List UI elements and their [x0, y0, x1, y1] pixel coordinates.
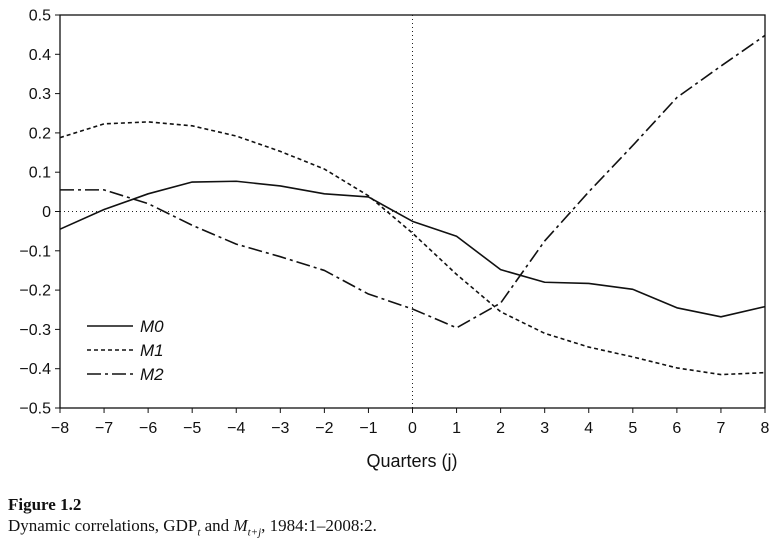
y-tick-label: 0.2 — [29, 125, 51, 142]
y-tick-label: −0.4 — [19, 361, 51, 378]
x-tick-label: −5 — [183, 420, 201, 437]
x-tick-label: −6 — [139, 420, 157, 437]
y-tick-label: −0.2 — [19, 283, 51, 300]
reference-lines — [60, 15, 765, 408]
x-axis-title: Quarters (j) — [366, 451, 457, 471]
x-tick-label: 6 — [672, 420, 681, 437]
y-tick-label: 0.4 — [29, 47, 51, 64]
legend-label-m2: M2 — [140, 365, 164, 384]
caption-text-after: , 1984:1–2008:2. — [261, 516, 377, 535]
y-tick-label: 0.1 — [29, 165, 51, 182]
caption-and: and — [200, 516, 234, 535]
series-line-m1 — [59, 121, 766, 376]
caption-text-before: Dynamic correlations, GDP — [8, 516, 198, 535]
x-tick-label: 2 — [496, 420, 505, 437]
x-tick-label: 5 — [628, 420, 637, 437]
series-line-m2 — [60, 34, 766, 329]
y-axis: −0.5 −0.4 −0.3 −0.2 −0.1 0 0.1 0.2 0.3 0.4 0.5 — [19, 8, 60, 418]
y-tick-label: −0.1 — [19, 243, 51, 260]
caption-gdp-subscript: t — [197, 526, 201, 539]
legend-label-m0: M0 — [140, 317, 164, 336]
x-tick-label: −1 — [359, 420, 377, 437]
y-tick-label: 0.3 — [29, 86, 51, 103]
y-tick-label: 0 — [42, 204, 51, 221]
x-tick-label: −8 — [51, 420, 69, 437]
x-tick-label: 0 — [408, 420, 417, 437]
x-tick-label: 8 — [761, 420, 770, 437]
x-tick-label: −2 — [315, 420, 333, 437]
x-tick-label: −4 — [227, 420, 245, 437]
x-tick-label: −3 — [271, 420, 289, 437]
series-lines — [59, 34, 766, 376]
series-line-m0 — [59, 180, 766, 318]
y-tick-label: −0.5 — [19, 401, 51, 418]
x-tick-label: 1 — [452, 420, 461, 437]
y-tick-label: 0.5 — [29, 8, 51, 25]
x-axis: −8 −7 −6 −5 −4 −3 −2 −1 0 1 2 3 4 5 6 7 8 — [51, 408, 770, 437]
caption-m-letter: M — [233, 516, 248, 535]
figure-caption-text: Dynamic correlations, GDPt and Mt+j, 198… — [8, 515, 773, 543]
x-tick-label: 7 — [716, 420, 725, 437]
x-tick-label: 4 — [584, 420, 593, 437]
x-tick-label: 3 — [540, 420, 549, 437]
legend-label-m1: M1 — [140, 341, 164, 360]
x-tick-label: −7 — [95, 420, 113, 437]
figure-caption: Figure 1.2 Dynamic correlations, GDPt an… — [8, 495, 773, 543]
y-tick-label: −0.3 — [19, 322, 51, 339]
caption-m-subscript: t+j — [247, 526, 262, 539]
figure-label: Figure 1.2 — [8, 495, 82, 514]
line-chart: −0.5−0.4−0.3−0.2−0.100.10.20.30.40.5 −8−… — [19, 8, 770, 472]
legend: M0 M1 M2 — [87, 317, 164, 384]
